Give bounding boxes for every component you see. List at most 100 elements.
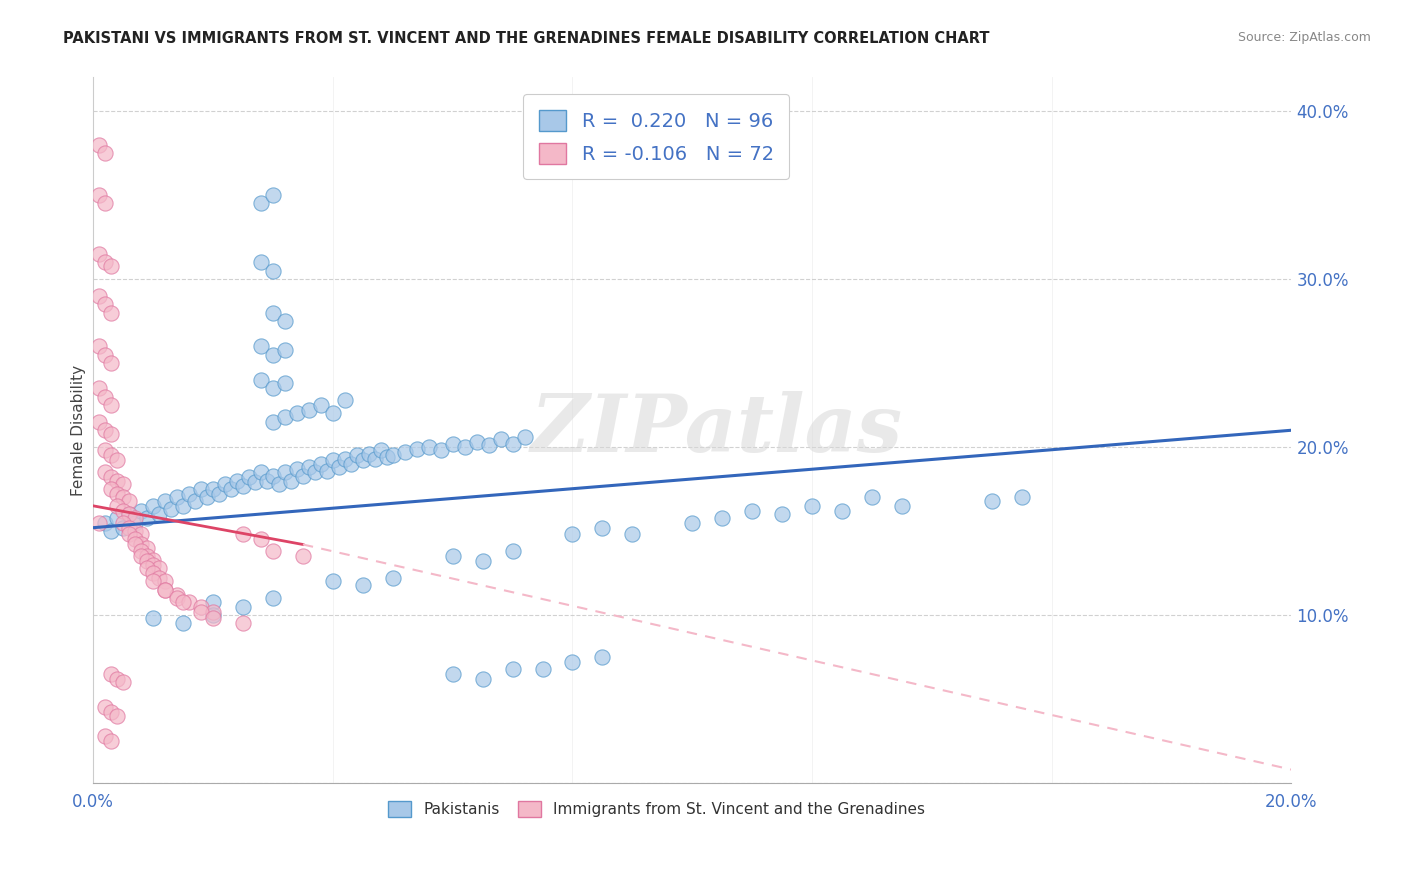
Point (89, 415, 111, 429)
Point (1011, 491, 1033, 505)
Point (112, 675, 135, 690)
Point (142, 558, 165, 572)
Point (274, 343, 297, 357)
Point (89, 137, 111, 152)
Point (177, 594, 200, 608)
Point (352, 453, 374, 467)
Point (89, 188, 111, 202)
Point (202, 482, 225, 496)
Point (333, 451, 356, 466)
Point (94, 516, 117, 530)
Point (219, 482, 242, 496)
Point (274, 465, 297, 479)
Point (190, 482, 212, 496)
Point (94, 390, 117, 404)
Point (184, 493, 207, 508)
Point (100, 470, 122, 484)
Point (94, 297, 117, 311)
Point (561, 655, 583, 669)
Point (105, 510, 128, 524)
Point (298, 403, 321, 417)
Point (100, 356, 122, 370)
Point (322, 574, 344, 589)
Point (118, 527, 141, 541)
Point (166, 491, 188, 505)
Point (142, 574, 165, 589)
Point (105, 474, 128, 488)
Point (124, 510, 146, 524)
Point (166, 588, 188, 602)
Point (190, 599, 212, 614)
Point (100, 259, 122, 273)
Point (681, 516, 703, 530)
Y-axis label: Female Disability: Female Disability (72, 365, 86, 496)
Point (136, 549, 159, 564)
Point (489, 432, 512, 446)
Point (250, 339, 273, 353)
Point (153, 493, 176, 508)
Point (89, 289, 111, 303)
Point (202, 611, 225, 625)
Point (94, 348, 117, 362)
Point (129, 504, 152, 518)
Point (232, 478, 254, 492)
Point (375, 450, 398, 464)
Point (100, 666, 122, 681)
Point (262, 544, 284, 558)
Text: PAKISTANI VS IMMIGRANTS FROM ST. VINCENT AND THE GRENADINES FEMALE DISABILITY CO: PAKISTANI VS IMMIGRANTS FROM ST. VINCENT… (63, 31, 990, 46)
Point (405, 442, 427, 456)
Point (124, 516, 146, 530)
Point (262, 591, 284, 606)
Point (112, 521, 135, 535)
Point (177, 487, 200, 501)
Point (142, 552, 165, 566)
Point (370, 443, 392, 458)
Text: Source: ZipAtlas.com: Source: ZipAtlas.com (1237, 31, 1371, 45)
Point (202, 605, 225, 619)
Point (112, 491, 135, 505)
Point (262, 468, 284, 483)
Point (262, 188, 284, 202)
Point (381, 571, 404, 585)
Point (711, 510, 734, 524)
Point (322, 406, 344, 420)
Point (471, 672, 494, 686)
Point (502, 662, 524, 676)
Point (124, 533, 146, 547)
Point (465, 435, 488, 450)
Point (100, 449, 122, 463)
Point (250, 533, 273, 547)
Point (262, 348, 284, 362)
Point (129, 537, 152, 551)
Point (291, 468, 314, 483)
Point (208, 487, 231, 501)
Point (118, 493, 141, 508)
Point (190, 605, 212, 619)
Point (94, 729, 117, 743)
Point (148, 561, 170, 575)
Point (250, 196, 273, 211)
Point (136, 510, 159, 524)
Point (322, 453, 344, 467)
Point (129, 527, 152, 541)
Point (153, 582, 176, 597)
Point (441, 666, 464, 681)
Point (118, 508, 141, 522)
Point (118, 521, 141, 535)
Point (250, 465, 273, 479)
Point (136, 554, 159, 568)
Point (148, 571, 170, 585)
Point (831, 504, 853, 518)
Point (232, 616, 254, 631)
Point (214, 477, 236, 491)
Point (142, 611, 165, 625)
Point (124, 524, 146, 538)
Point (801, 499, 824, 513)
Point (124, 537, 146, 551)
Point (238, 470, 260, 484)
Point (441, 549, 464, 564)
Point (136, 541, 159, 555)
Point (100, 398, 122, 412)
Text: ZIPatlas: ZIPatlas (530, 392, 903, 469)
Point (274, 314, 297, 328)
